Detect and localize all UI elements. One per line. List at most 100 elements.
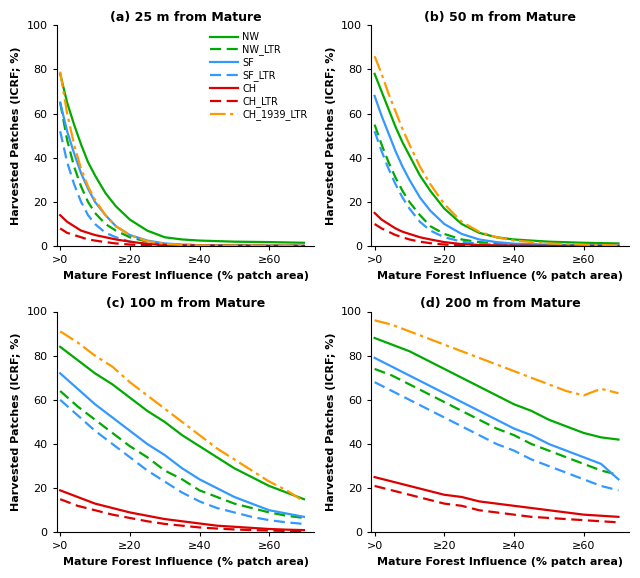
CH_LTR — [563, 516, 570, 523]
CH_1939_LTR — [74, 339, 81, 346]
CH_LTR — [388, 487, 396, 494]
CH_1939_LTR — [196, 432, 204, 439]
CH_1939_LTR — [109, 363, 116, 370]
CH_LTR — [614, 519, 622, 526]
SF — [440, 221, 448, 228]
SF — [56, 99, 64, 106]
CH — [74, 494, 81, 501]
CH_LTR — [493, 242, 500, 249]
SF_LTR — [458, 423, 465, 430]
NW_LTR — [126, 443, 134, 450]
CH_1939_LTR — [406, 141, 413, 148]
SF — [161, 451, 168, 458]
CH_LTR — [70, 232, 78, 239]
SF — [300, 242, 308, 249]
Line: CH_1939_LTR: CH_1939_LTR — [60, 72, 304, 246]
SF_LTR — [371, 379, 378, 386]
SF — [458, 231, 465, 238]
SF_LTR — [84, 212, 92, 218]
CH_1939_LTR — [84, 183, 92, 190]
SF_LTR — [248, 513, 255, 520]
CH — [300, 527, 308, 533]
CH — [56, 212, 64, 218]
SF — [545, 241, 552, 248]
CH — [399, 228, 406, 235]
Line: SF_LTR: SF_LTR — [60, 400, 304, 524]
NW_LTR — [493, 240, 500, 247]
CH — [179, 242, 186, 249]
NW_LTR — [510, 432, 518, 439]
SF — [493, 416, 500, 423]
CH_LTR — [476, 242, 483, 249]
NW_LTR — [458, 236, 465, 243]
SF_LTR — [179, 242, 186, 249]
SF — [580, 242, 588, 249]
NW — [614, 436, 622, 443]
CH_LTR — [580, 517, 588, 524]
NW_LTR — [77, 183, 85, 190]
CH_1939_LTR — [458, 348, 465, 355]
NW — [109, 381, 116, 388]
NW — [458, 221, 465, 228]
NW — [597, 434, 605, 441]
SF_LTR — [440, 234, 448, 240]
SF — [143, 237, 151, 244]
CH_1939_LTR — [126, 232, 134, 239]
NW — [423, 357, 431, 364]
NW — [56, 343, 64, 350]
CH_LTR — [385, 228, 392, 235]
NW_LTR — [109, 429, 116, 436]
SF — [266, 507, 273, 514]
CH_LTR — [371, 483, 378, 490]
CH — [614, 513, 622, 520]
NW — [266, 483, 273, 490]
NW — [161, 234, 168, 240]
SF_LTR — [527, 456, 535, 463]
NW_LTR — [440, 231, 448, 238]
CH_1939_LTR — [179, 418, 186, 425]
Line: CH_1939_LTR: CH_1939_LTR — [60, 331, 304, 501]
NW_LTR — [406, 198, 413, 205]
Y-axis label: Harvested Patches (ICRF; %): Harvested Patches (ICRF; %) — [11, 46, 21, 225]
NW_LTR — [102, 221, 109, 228]
CH_1939_LTR — [378, 71, 385, 77]
CH_LTR — [230, 243, 238, 250]
CH_1939_LTR — [440, 341, 448, 348]
CH_LTR — [440, 500, 448, 507]
SF — [385, 130, 392, 137]
NW_LTR — [196, 242, 204, 249]
SF — [70, 150, 78, 157]
NW_LTR — [440, 399, 448, 406]
SF_LTR — [70, 181, 78, 188]
Line: CH_LTR: CH_LTR — [374, 486, 618, 523]
CH_LTR — [426, 240, 434, 247]
NW_LTR — [300, 514, 308, 521]
SF_LTR — [143, 467, 151, 474]
CH_LTR — [440, 241, 448, 248]
SF_LTR — [476, 240, 483, 247]
Title: (a) 25 m from Mature: (a) 25 m from Mature — [109, 11, 261, 24]
CH_1939_LTR — [63, 110, 71, 117]
CH — [283, 526, 291, 533]
CH_LTR — [266, 527, 273, 534]
SF_LTR — [406, 205, 413, 212]
CH — [300, 242, 308, 249]
SF — [248, 500, 255, 507]
SF_LTR — [56, 128, 64, 135]
Line: SF_LTR: SF_LTR — [60, 131, 304, 246]
CH_1939_LTR — [371, 317, 378, 324]
CH_1939_LTR — [392, 108, 399, 115]
CH_1939_LTR — [230, 456, 238, 463]
CH_LTR — [91, 237, 99, 244]
NW_LTR — [248, 505, 255, 512]
NW_LTR — [56, 387, 64, 394]
CH — [230, 242, 238, 249]
SF_LTR — [196, 498, 204, 505]
CH_1939_LTR — [179, 242, 186, 249]
CH — [416, 234, 424, 240]
NW — [493, 392, 500, 399]
CH_1939_LTR — [248, 467, 255, 474]
CH_1939_LTR — [476, 228, 483, 235]
CH — [423, 487, 431, 494]
CH_LTR — [196, 242, 204, 249]
